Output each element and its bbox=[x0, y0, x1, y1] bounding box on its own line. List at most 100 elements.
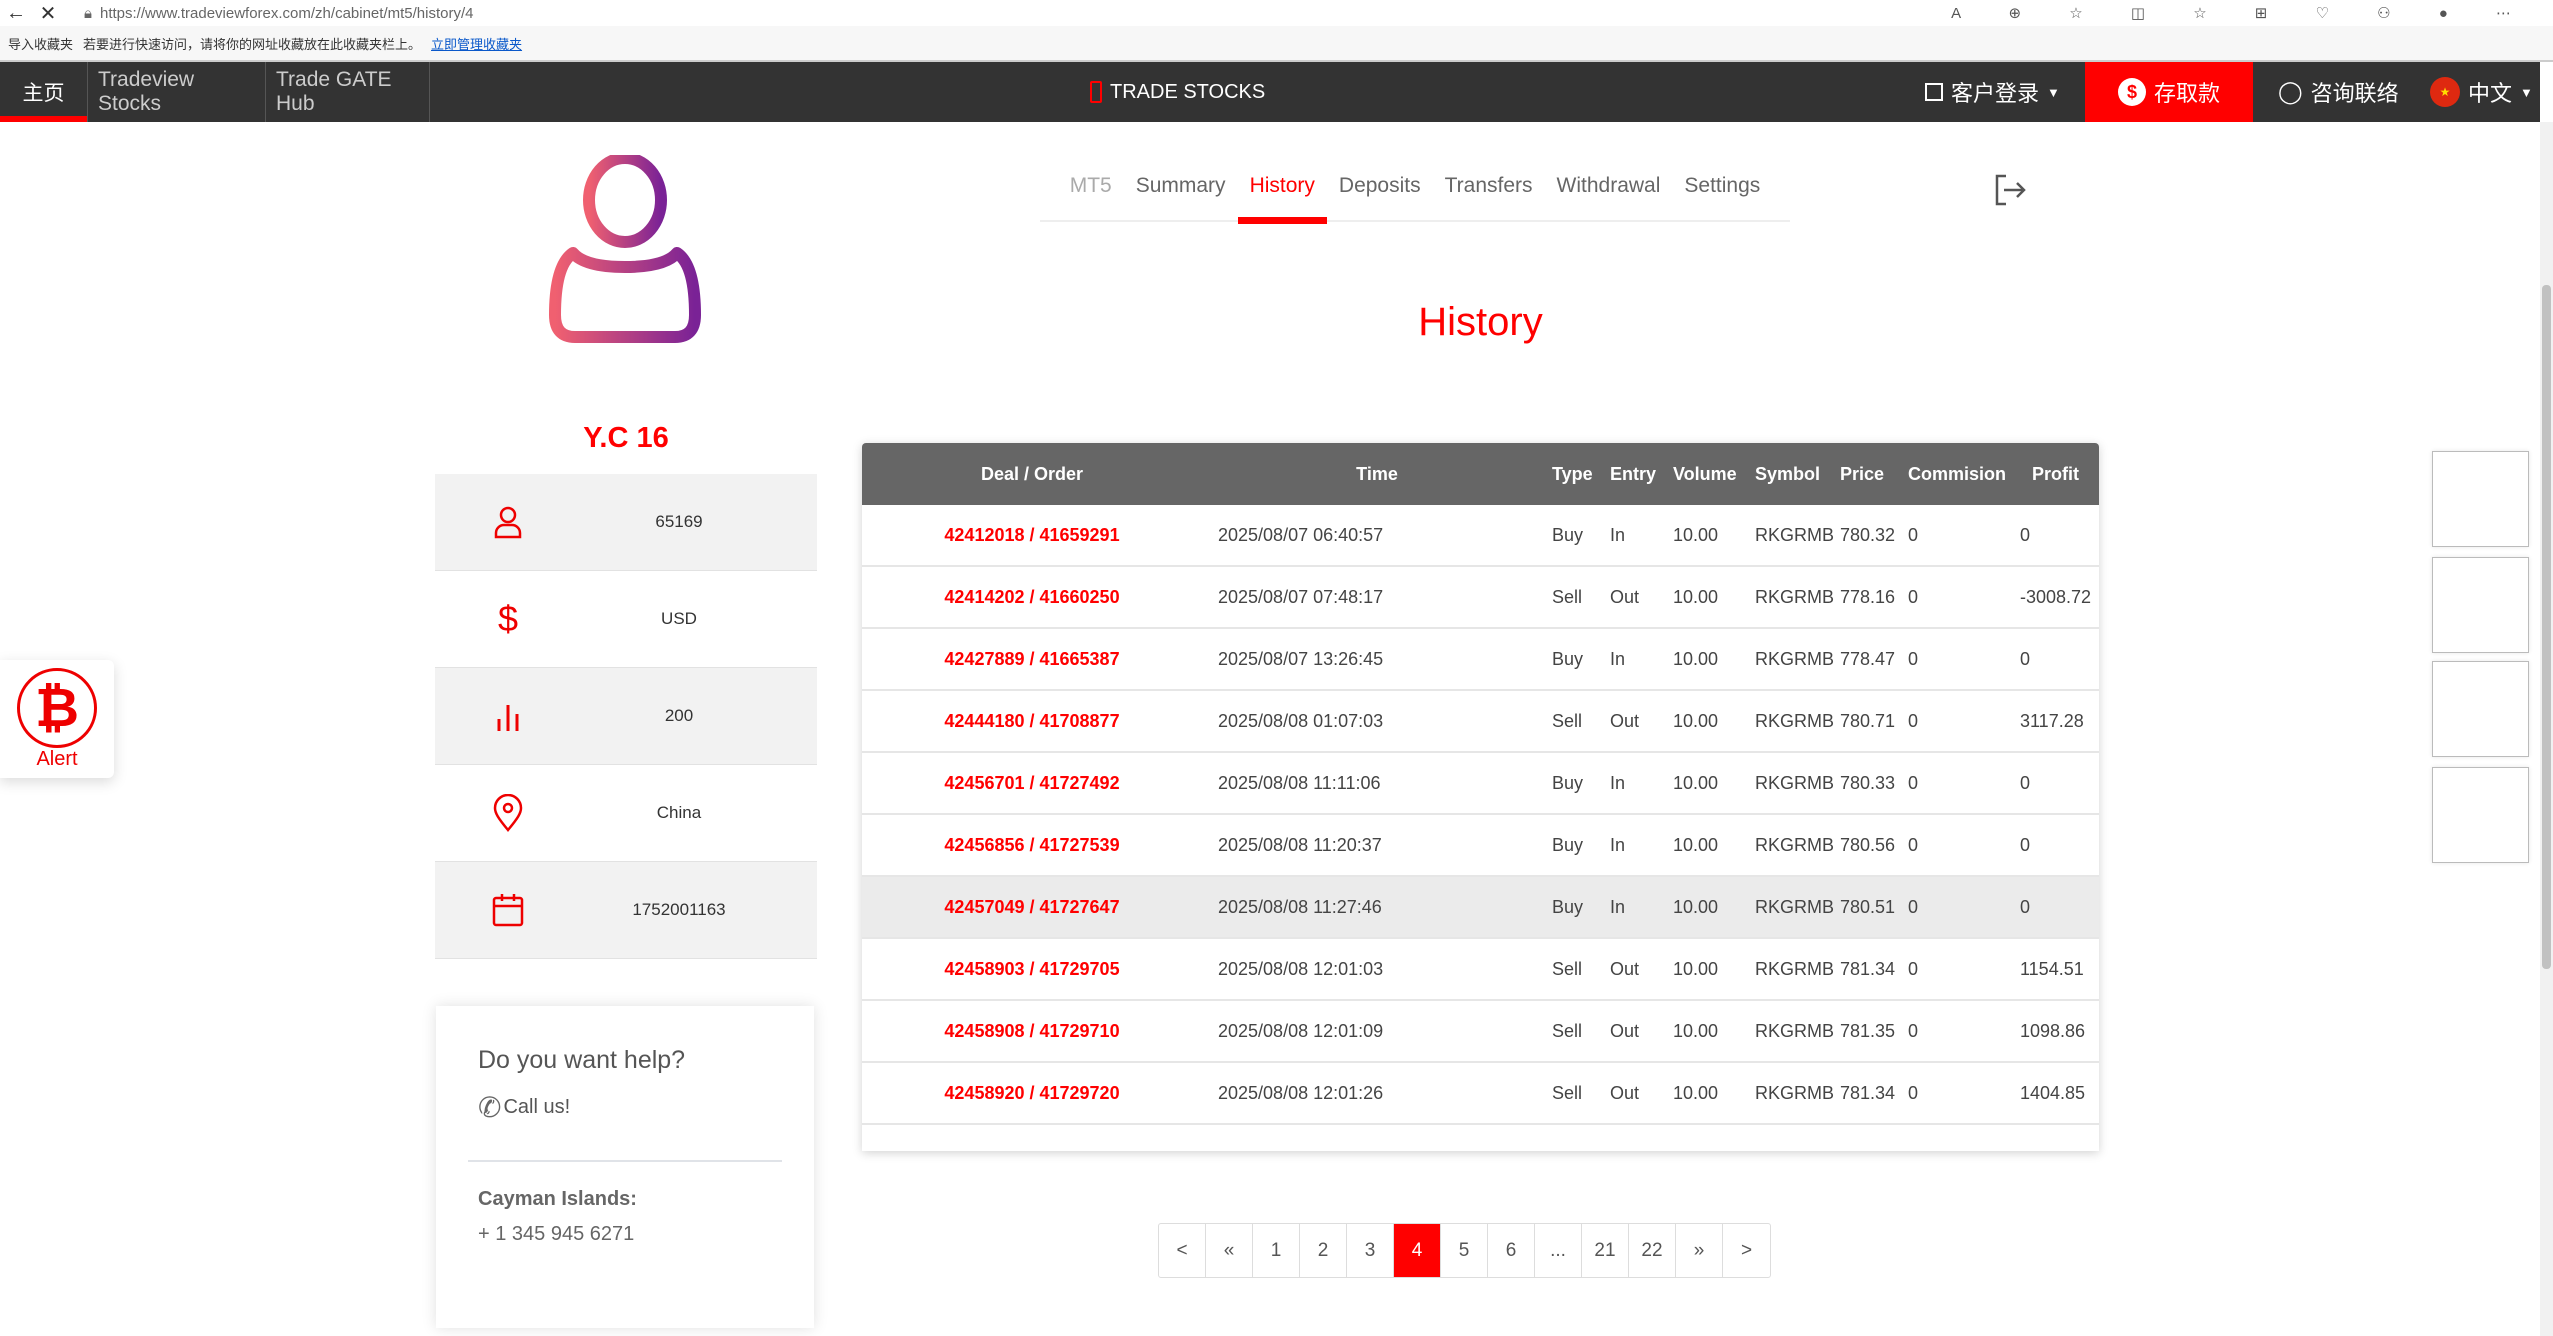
page-item[interactable]: 22 bbox=[1629, 1224, 1676, 1277]
browser-toolbar-icons[interactable]: A ⊕ ☆ ◫ ☆ ⊞ ♡ ⚇ ● ⋯ bbox=[1951, 5, 2533, 22]
header-deal-order: Deal / Order bbox=[980, 463, 1084, 484]
cell-deal-order[interactable]: 42458908 / 41729710 bbox=[944, 1020, 1120, 1041]
header-symbol: Symbol bbox=[1755, 463, 1821, 484]
logout-icon[interactable] bbox=[1992, 172, 2028, 208]
account-login: 65169 bbox=[655, 512, 703, 531]
call-us-link[interactable]: ✆ Call us! bbox=[478, 1091, 772, 1124]
cell-commission: 0 bbox=[1908, 772, 1919, 793]
cell-entry: In bbox=[1610, 524, 1626, 545]
cell-commission: 0 bbox=[1908, 710, 1919, 731]
cell-time: 2025/08/07 07:48:17 bbox=[1218, 586, 1384, 607]
info-row-date: 1752001163 bbox=[435, 862, 817, 959]
alert-widget[interactable]: ₿ Alert bbox=[0, 660, 114, 778]
cell-deal-order[interactable]: 42427889 / 41665387 bbox=[944, 648, 1120, 669]
nav-trade-gate-hub[interactable]: Trade GATE Hub bbox=[266, 62, 430, 122]
table-row: 42456701 / 41727492 2025/08/08 11:11:06 Bu… bbox=[862, 753, 2099, 815]
bookmarks-bar: 导入收藏夹 若要进行快速访问，请将你的网址收藏放在此收藏夹栏上。 立即管理收藏夹 bbox=[0, 26, 2553, 62]
page-item[interactable]: 5 bbox=[1441, 1224, 1488, 1277]
avatar-icon bbox=[549, 155, 701, 343]
close-icon[interactable]: ✕ bbox=[39, 2, 57, 25]
cell-deal-order[interactable]: 42456856 / 41727539 bbox=[944, 834, 1120, 855]
divider bbox=[468, 1160, 782, 1162]
account-country: China bbox=[656, 803, 702, 822]
deposit-label: 存取款 bbox=[2153, 81, 2220, 106]
tab-deposits[interactable]: Deposits bbox=[1338, 174, 1421, 197]
address-bar: ← ✕ 🔒︎ https://www.tradeviewforex.com/zh… bbox=[0, 0, 2553, 26]
cell-volume: 10.00 bbox=[1673, 896, 1719, 917]
manage-bookmarks-link[interactable]: 立即管理收藏夹 bbox=[431, 36, 523, 52]
side-widget-4[interactable] bbox=[2432, 767, 2529, 863]
cell-deal-order[interactable]: 42458920 / 41729720 bbox=[944, 1082, 1120, 1103]
header-price: Price bbox=[1840, 463, 1885, 484]
tab-summary[interactable]: Summary bbox=[1135, 174, 1226, 197]
table-row: 42458920 / 41729720 2025/08/08 12:01:26 Se… bbox=[862, 1063, 2099, 1125]
side-widget-1[interactable] bbox=[2432, 451, 2529, 547]
cell-profit: 1404.85 bbox=[2020, 1082, 2086, 1103]
cell-type: Buy bbox=[1552, 896, 1584, 917]
cell-symbol: RKGRMB bbox=[1755, 710, 1835, 731]
bookmarks-import[interactable]: 导入收藏夹 bbox=[8, 36, 74, 52]
help-card: Do you want help? ✆ Call us! Cayman Islan… bbox=[436, 1006, 814, 1328]
tab-transfers[interactable]: Transfers bbox=[1444, 174, 1533, 197]
bar-chart-icon bbox=[435, 701, 581, 731]
chat-icon: ◯ bbox=[2278, 79, 2303, 104]
page-item[interactable]: 21 bbox=[1582, 1224, 1629, 1277]
account-leverage: 200 bbox=[664, 706, 694, 725]
lock-icon[interactable]: 🔒︎ bbox=[84, 4, 92, 22]
cell-deal-order[interactable]: 42457049 / 41727647 bbox=[944, 896, 1120, 917]
cell-type: Sell bbox=[1552, 1020, 1583, 1041]
page-item[interactable]: ... bbox=[1535, 1224, 1582, 1277]
bookmarks-hint: 若要进行快速访问，请将你的网址收藏放在此收藏夹栏上。 bbox=[83, 36, 422, 52]
nav-tradeview-stocks[interactable]: Tradeview Stocks bbox=[88, 62, 266, 122]
phone-call-icon: ✆ bbox=[478, 1092, 502, 1123]
cell-commission: 0 bbox=[1908, 896, 1919, 917]
url-input[interactable]: https://www.tradeviewforex.com/zh/cabine… bbox=[99, 4, 474, 22]
page-item[interactable]: < bbox=[1159, 1224, 1206, 1277]
deposit-button[interactable]: $ 存取款 bbox=[2085, 62, 2253, 122]
cell-price: 781.35 bbox=[1840, 1020, 1896, 1041]
page-item[interactable]: 6 bbox=[1488, 1224, 1535, 1277]
back-icon[interactable]: ← bbox=[6, 1, 26, 24]
header-profit: Profit bbox=[2032, 463, 2079, 484]
cell-time: 2025/08/08 11:11:06 bbox=[1218, 772, 1381, 793]
page-item[interactable]: 4 bbox=[1394, 1224, 1441, 1277]
cell-deal-order[interactable]: 42456701 / 41727492 bbox=[944, 772, 1120, 793]
tab-withdrawal[interactable]: Withdrawal bbox=[1556, 174, 1661, 197]
cell-time: 2025/08/08 11:27:46 bbox=[1218, 896, 1382, 917]
cell-profit: 0 bbox=[2020, 772, 2031, 793]
nav-home[interactable]: 主页 bbox=[0, 62, 88, 122]
cell-deal-order[interactable]: 42444180 / 41708877 bbox=[944, 710, 1120, 731]
office-location: Cayman Islands: bbox=[478, 1188, 637, 1210]
cell-type: Sell bbox=[1552, 958, 1583, 979]
cell-symbol: RKGRMB bbox=[1755, 958, 1835, 979]
contact-link[interactable]: ◯ 咨询联络 bbox=[2278, 62, 2399, 122]
cell-deal-order[interactable]: 42412018 / 41659291 bbox=[944, 524, 1120, 545]
table-row: 42458903 / 41729705 2025/08/08 12:01:03 Se… bbox=[862, 939, 2099, 1001]
page-item[interactable]: » bbox=[1676, 1224, 1723, 1277]
cell-symbol: RKGRMB bbox=[1755, 1082, 1835, 1103]
page-item[interactable]: > bbox=[1740, 1239, 1753, 1261]
client-login-dropdown[interactable]: 客户登录 ▼ bbox=[1925, 62, 2060, 122]
cell-price: 780.56 bbox=[1840, 834, 1896, 855]
side-widget-2[interactable] bbox=[2432, 557, 2529, 653]
cell-entry: Out bbox=[1610, 958, 1640, 979]
language-dropdown[interactable]: ★ 中文 ▼ bbox=[2430, 62, 2533, 122]
scrollbar-thumb[interactable] bbox=[2542, 285, 2551, 969]
cell-symbol: RKGRMB bbox=[1755, 524, 1835, 545]
cell-deal-order[interactable]: 42458903 / 41729705 bbox=[944, 958, 1120, 979]
tab-history[interactable]: History bbox=[1237, 170, 1328, 224]
trade-stocks-link[interactable]: TRADE STOCKS bbox=[1090, 62, 1265, 122]
page-item[interactable]: 2 bbox=[1300, 1224, 1347, 1277]
page-item[interactable]: « bbox=[1206, 1224, 1253, 1277]
cell-volume: 10.00 bbox=[1673, 1020, 1719, 1041]
cell-commission: 0 bbox=[1908, 958, 1919, 979]
info-row-country: China bbox=[435, 765, 817, 862]
call-us-label: Call us! bbox=[503, 1096, 571, 1118]
tab-mt5[interactable]: MT5 bbox=[1069, 174, 1112, 197]
cell-deal-order[interactable]: 42414202 / 41660250 bbox=[944, 586, 1120, 607]
page-item[interactable]: 1 bbox=[1253, 1224, 1300, 1277]
side-widget-3[interactable] bbox=[2432, 661, 2529, 757]
page-item[interactable]: 3 bbox=[1347, 1224, 1394, 1277]
tab-settings[interactable]: Settings bbox=[1684, 174, 1761, 197]
language-label: 中文 bbox=[2468, 81, 2513, 106]
